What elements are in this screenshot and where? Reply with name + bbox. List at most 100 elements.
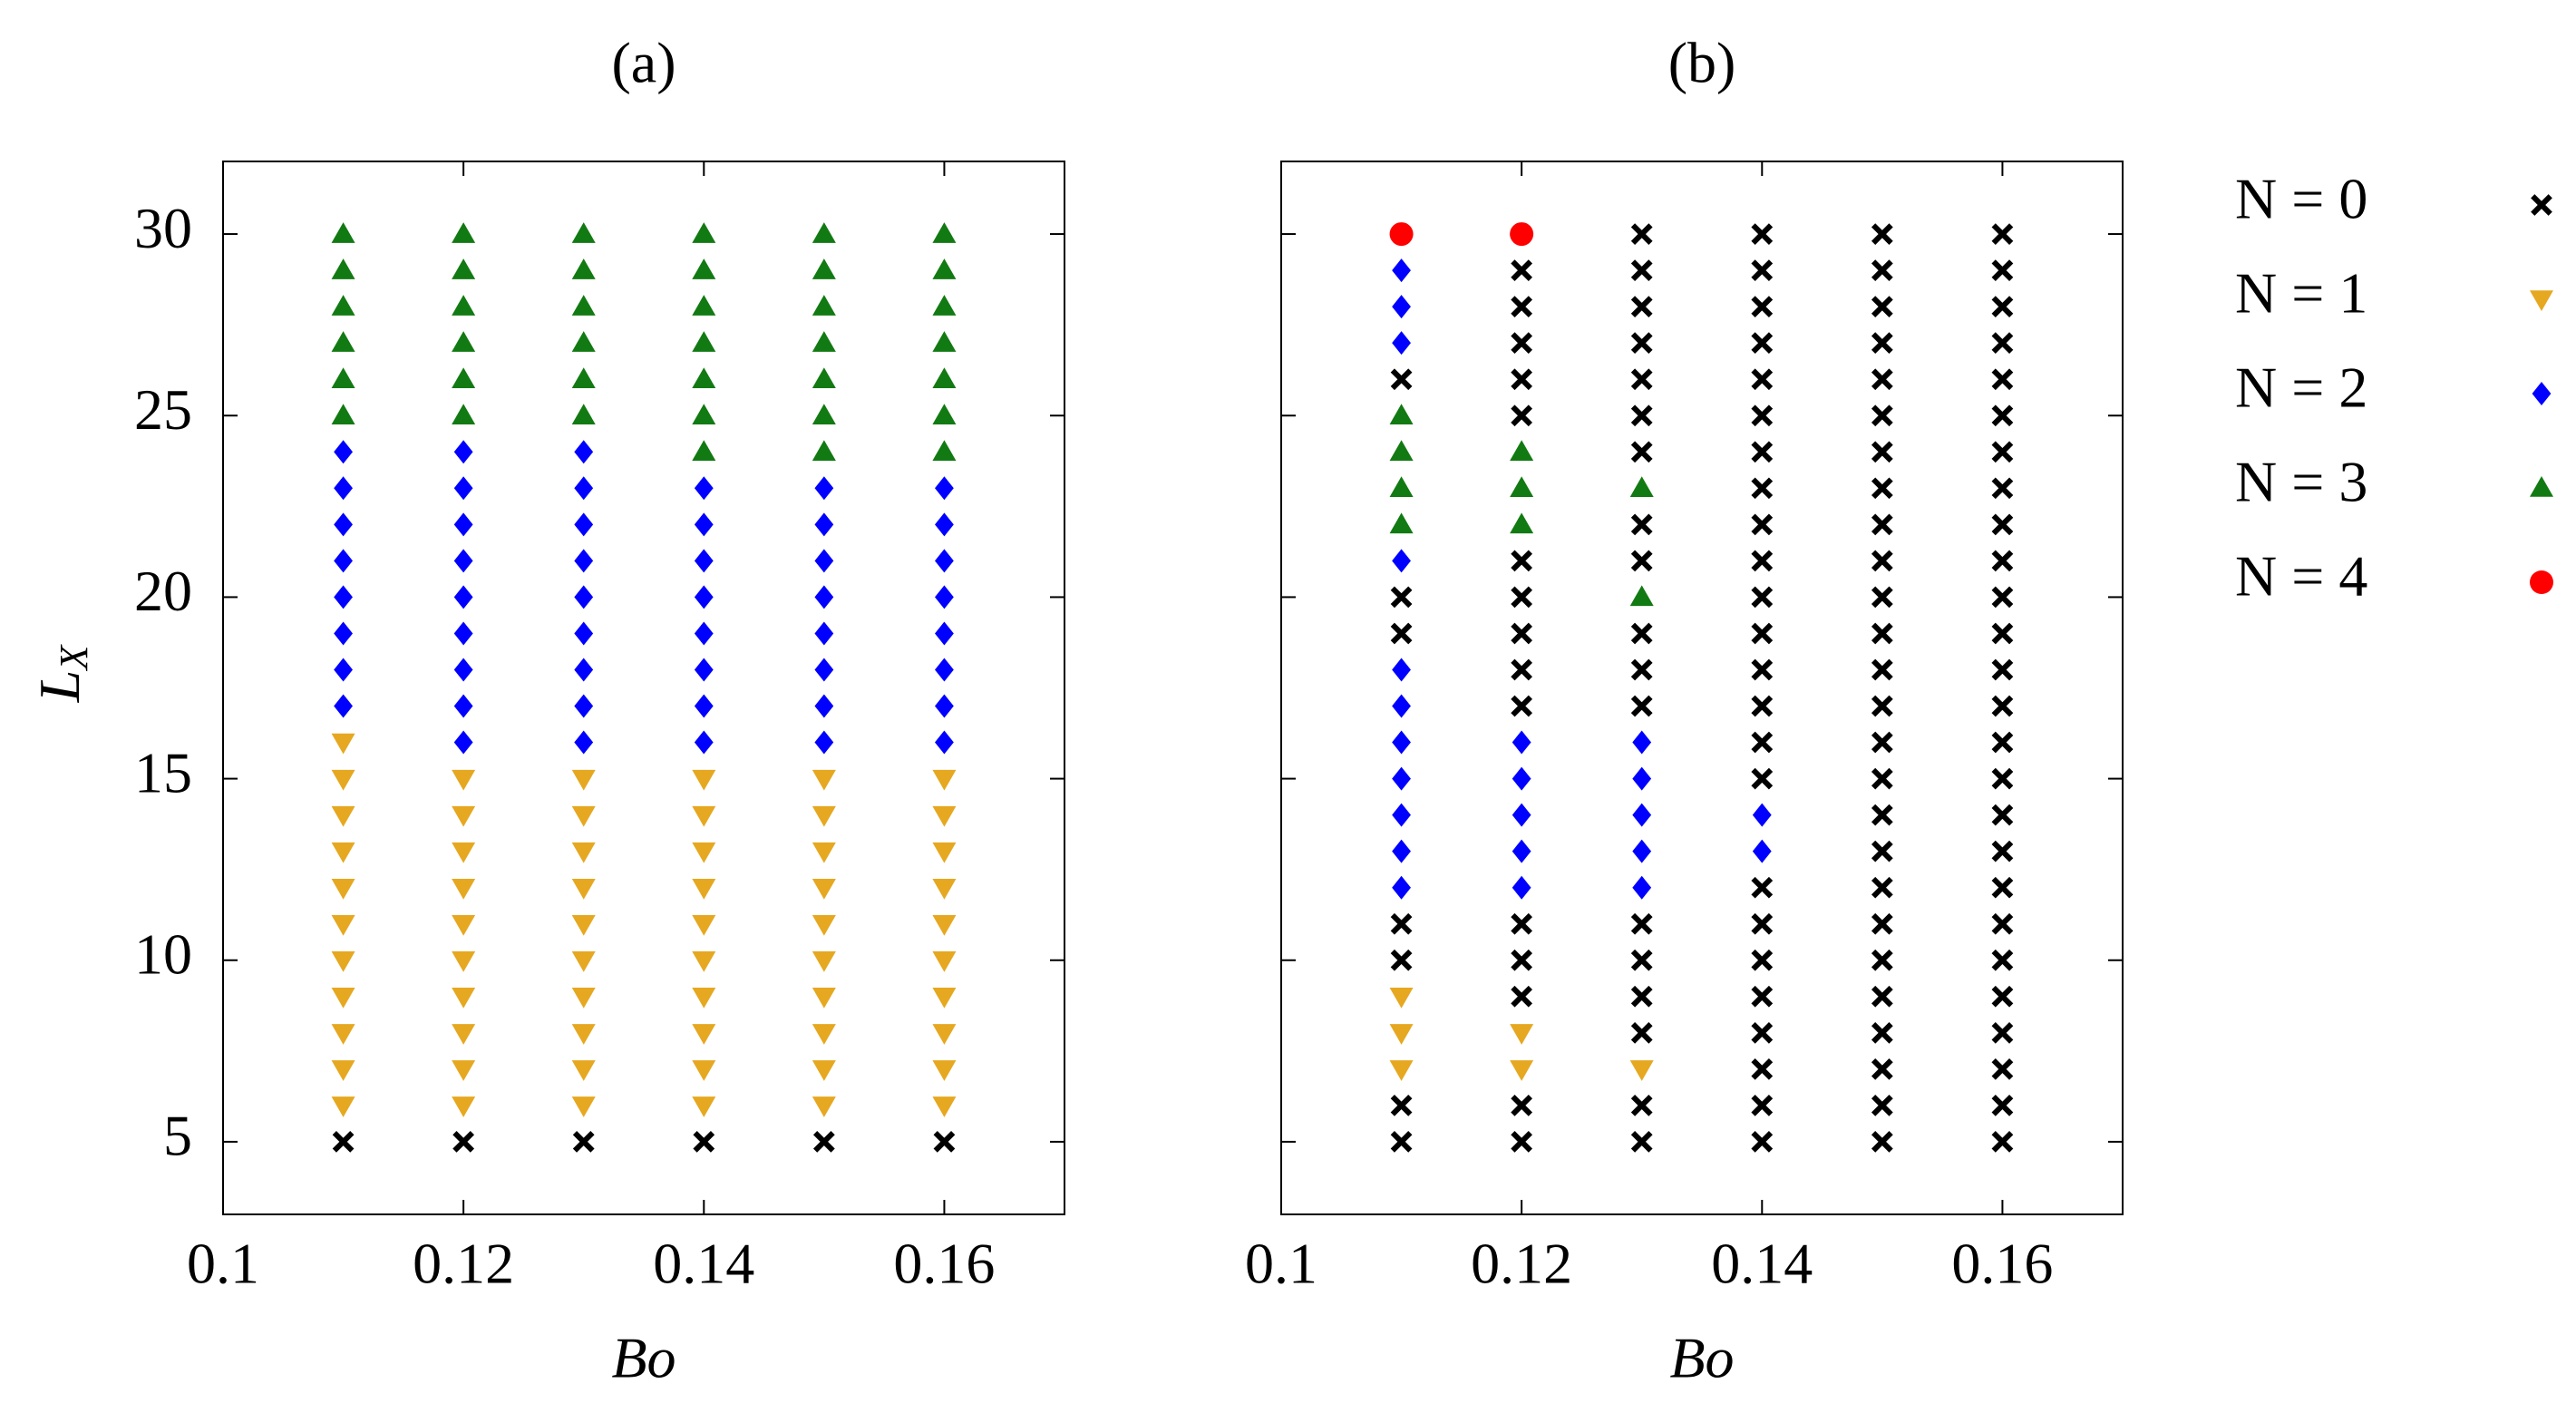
marker-triangle-up [452,331,476,352]
marker-triangle-up [331,404,355,424]
marker-cross [1991,1021,2014,1044]
marker-cross [1630,513,1653,536]
marker-cross [1630,949,1653,971]
marker-cross [1390,622,1413,645]
marker-cross [1751,876,1774,899]
marker-triangle-up [452,404,476,424]
marker-cross [1871,1095,1893,1116]
marker-diamond [1632,875,1652,900]
marker-cross [1991,296,2014,318]
marker-cross [1630,1131,1653,1153]
marker-triangle-down [932,878,957,900]
marker-triangle-up [571,258,596,279]
marker-cross [1390,1095,1413,1116]
marker-triangle-down [932,1096,957,1117]
marker-diamond [574,694,594,718]
marker-triangle-up [571,404,596,424]
marker-triangle-down [812,878,836,900]
marker-cross [1991,985,2014,1008]
marker-cross [1511,1131,1533,1153]
marker-cross [1871,296,1893,318]
marker-triangle-up [812,440,836,462]
marker-cross [1991,840,2014,862]
marker-cross [1871,1131,1893,1153]
marker-triangle-down [932,1060,957,1081]
marker-diamond [1632,839,1652,863]
marker-diamond [694,621,714,646]
marker-triangle-down [571,1096,596,1117]
marker-cross [1630,912,1653,935]
marker-cross [1511,332,1533,355]
marker-triangle-up [932,440,957,462]
marker-diamond [935,512,954,537]
marker-triangle-down [571,951,596,972]
marker-triangle-down [452,1060,476,1081]
marker-cross [1751,404,1774,427]
marker-diamond [334,621,353,646]
marker-cross [1991,767,2014,790]
marker-triangle-down [331,914,355,936]
legend-label: N = 4 [2235,544,2367,609]
marker-triangle-down [571,878,596,900]
x-axis-label: Bo [1669,1326,1734,1390]
marker-triangle-down [331,842,355,863]
marker-diamond [574,549,594,573]
marker-triangle-up [692,367,716,388]
marker-triangle-up [812,258,836,279]
marker-diamond [814,730,834,755]
marker-triangle-down [932,914,957,936]
marker-diamond [1632,766,1652,791]
marker-triangle-down [812,842,836,863]
marker-triangle-down [812,769,836,791]
marker-cross [1511,912,1533,935]
marker-cross [1991,550,2014,572]
legend-marker [2531,194,2552,216]
marker-triangle-up [692,258,716,279]
marker-diamond [814,585,834,609]
marker-triangle-down [692,951,716,972]
marker-triangle-down [932,842,957,863]
marker-diamond [694,549,714,573]
marker-triangle-down [812,988,836,1009]
marker-triangle-up [1389,404,1414,424]
marker-cross [1511,259,1533,281]
marker-diamond [814,512,834,537]
marker-diamond [334,658,353,682]
marker-diamond [694,658,714,682]
x-tick-label: 0.14 [1711,1232,1813,1296]
marker-diamond [334,476,353,501]
marker-cross [1871,586,1893,609]
marker-diamond [453,694,473,718]
marker-triangle-down [692,878,716,900]
marker-cross [693,1131,715,1153]
marker-cross [933,1131,956,1153]
marker-diamond [334,694,353,718]
marker-triangle-down [1389,988,1414,1009]
marker-diamond [334,549,353,573]
marker-cross [1991,441,2014,463]
marker-cross [1871,731,1893,754]
marker-diamond [1512,875,1531,900]
marker-triangle-up [1389,440,1414,462]
marker-triangle-up [571,331,596,352]
y-label-main: L [27,670,92,704]
marker-cross [1991,1131,2014,1153]
marker-triangle-up [932,222,957,243]
legend-label: N = 1 [2235,261,2367,326]
marker-cross [1751,259,1774,281]
marker-diamond [334,512,353,537]
marker-triangle-down [1510,1024,1534,1045]
y-tick-label: 5 [163,1104,192,1168]
marker-diamond [1632,803,1652,827]
marker-cross [1630,404,1653,427]
marker-triangle-down [692,914,716,936]
marker-cross [1751,1057,1774,1080]
marker-cross [1751,332,1774,355]
marker-cross [1871,622,1893,645]
y-label-sub: X [52,644,96,672]
marker-triangle-up [571,222,596,243]
marker-diamond [1512,803,1531,827]
marker-triangle-down [692,805,716,827]
marker-diamond [814,694,834,718]
marker-cross [1751,223,1774,245]
